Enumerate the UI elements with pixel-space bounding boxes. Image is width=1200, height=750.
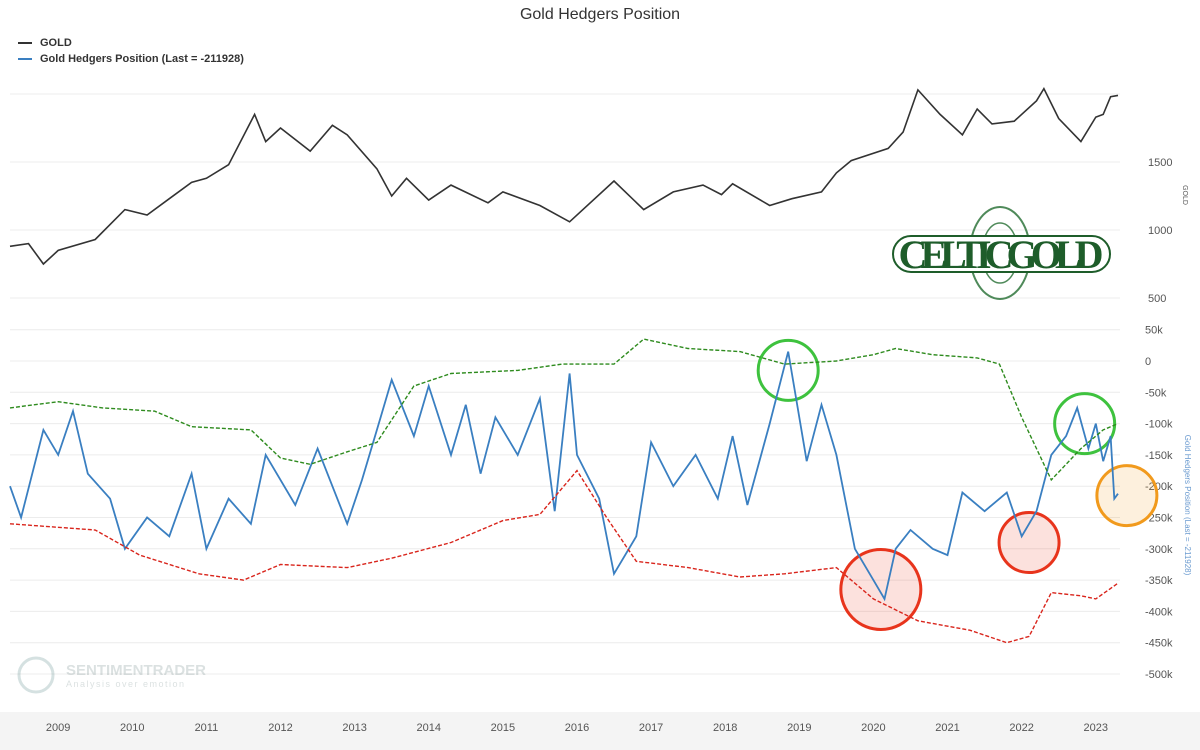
y-tick-label-hedgers: -500k: [1145, 669, 1173, 681]
x-tick-label: 2012: [268, 722, 292, 734]
y-tick-label-hedgers: -50k: [1145, 387, 1167, 399]
x-tick-label: 2009: [46, 722, 70, 734]
y-tick-label-gold: 1000: [1148, 225, 1172, 237]
annotation-circle: [756, 338, 820, 402]
y-tick-label-hedgers: 0: [1145, 356, 1151, 368]
logo-banner: [892, 235, 1111, 273]
annotation-circle: [839, 547, 923, 631]
legend-item-gold[interactable]: GOLD: [18, 37, 72, 49]
x-tick-label: 2013: [342, 722, 366, 734]
x-tick-label: 2016: [565, 722, 589, 734]
x-tick-label: 2018: [713, 722, 737, 734]
hedgers-position-line: [9, 351, 1119, 602]
y-tick-label-hedgers: -100k: [1145, 419, 1173, 431]
y-tick-label-hedgers: -200k: [1145, 481, 1173, 493]
y-tick-label-hedgers: -350k: [1145, 575, 1173, 587]
y-tick-label-hedgers: 50k: [1145, 325, 1163, 337]
legend-item-hedgers[interactable]: Gold Hedgers Position (Last = -211928): [18, 53, 244, 65]
gold-price-line: [9, 86, 1119, 266]
y-tick-label-hedgers: -300k: [1145, 544, 1173, 556]
y-tick-label-hedgers: -150k: [1145, 450, 1173, 462]
x-tick-label: 2010: [120, 722, 144, 734]
watermark-tagline: Analysis over emotion: [66, 679, 186, 689]
y-tick-label-gold: 1500: [1148, 157, 1172, 169]
legend-label: Gold Hedgers Position (Last = -211928): [40, 53, 244, 65]
logo-text: CELTICGOLD: [899, 232, 1104, 277]
annotation-circle: [1095, 464, 1159, 528]
watermark-name: SENTIMENTRADER: [66, 662, 206, 679]
x-tick-label: 2020: [861, 722, 885, 734]
y-tick-label-hedgers: -250k: [1145, 513, 1173, 525]
x-tick-label: 2015: [491, 722, 515, 734]
y-tick-label-hedgers: -450k: [1145, 638, 1173, 650]
upper-band-line: [9, 338, 1119, 482]
x-axis-band: [0, 712, 1200, 750]
celticgold-logo: CELTICGOLD: [892, 206, 1111, 300]
y-axis-title-gold: GOLD: [1181, 185, 1188, 205]
x-tick-label: 2022: [1009, 722, 1033, 734]
annotation-circle: [1053, 392, 1117, 456]
x-tick-label: 2011: [195, 722, 219, 734]
x-tick-label: 2014: [417, 722, 441, 734]
x-tick-label: 2017: [639, 722, 663, 734]
y-axis-title-hedgers: Gold Hedgers Position (Last = -211928): [1183, 435, 1192, 576]
y-tick-label-hedgers: -400k: [1145, 606, 1173, 618]
lower-band-line: [9, 469, 1119, 644]
chart-title: Gold Hedgers Position: [519, 6, 681, 23]
x-tick-label: 2021: [935, 722, 959, 734]
watermark-logo-icon: [17, 656, 55, 694]
y-tick-label-gold: 500: [1148, 293, 1166, 305]
annotation-circle: [997, 511, 1061, 575]
legend-label: GOLD: [40, 37, 72, 49]
x-tick-label: 2019: [787, 722, 811, 734]
x-tick-label: 2023: [1084, 722, 1108, 734]
